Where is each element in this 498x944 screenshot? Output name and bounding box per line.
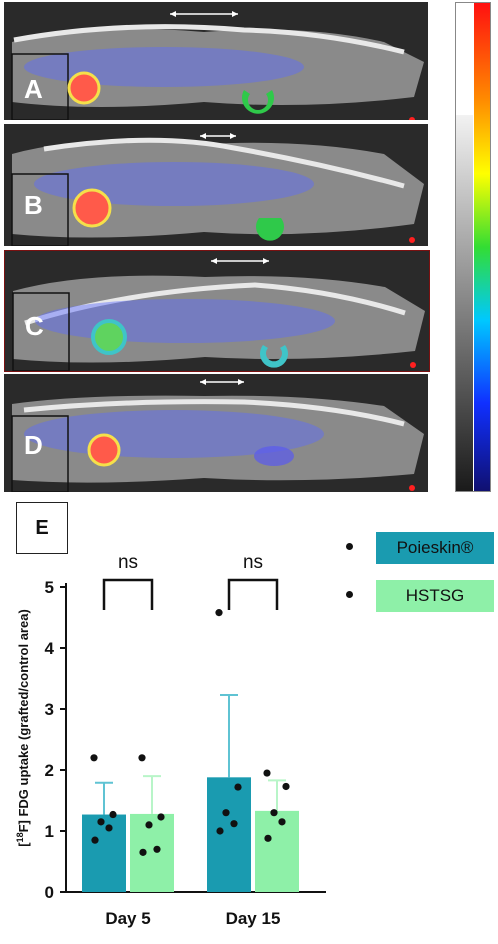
data-point — [97, 818, 105, 826]
panel-letter-d: D — [24, 430, 43, 460]
graft-c — [260, 345, 289, 368]
significance-label: ns — [243, 552, 263, 573]
panel-letter-c: C — [25, 311, 44, 341]
data-point — [105, 824, 113, 832]
data-point — [153, 845, 161, 853]
data-point — [264, 834, 272, 842]
data-point — [278, 818, 286, 826]
graft-b — [256, 218, 284, 241]
legend-dot-poieskin — [346, 543, 353, 550]
significance-bracket — [227, 578, 279, 610]
bar — [130, 813, 174, 892]
scan-panel-d: D — [4, 374, 428, 492]
panel-e-label-box: E — [16, 502, 68, 554]
legend-item-hstsg: HSTSG — [346, 580, 494, 612]
y-tick-label: 4 — [45, 639, 55, 658]
scan-panel-a: A — [4, 2, 428, 120]
data-point — [90, 754, 98, 762]
data-point — [91, 836, 99, 844]
panel-letter-b: B — [24, 190, 43, 220]
data-point — [282, 782, 290, 791]
y-tick-label: 1 — [45, 822, 54, 841]
graft-d — [254, 446, 294, 466]
scan-image-b — [11, 133, 424, 246]
data-point — [157, 813, 165, 821]
tumor-b — [72, 188, 112, 228]
y-axis-label: [18F] FDG uptake (grafted/control area) — [15, 609, 31, 847]
x-tick-label: Day 15 — [226, 909, 281, 928]
y-tick-label: 0 — [45, 883, 54, 902]
bar — [207, 777, 251, 892]
y-tick-label: 5 — [45, 578, 54, 597]
significance-label: ns — [118, 552, 138, 573]
tumor-a — [67, 71, 101, 105]
data-point — [234, 783, 242, 791]
data-point — [109, 810, 117, 819]
y-tick-label: 2 — [45, 761, 54, 780]
tumor-c — [91, 319, 127, 355]
data-point — [216, 827, 224, 835]
tumor-d — [87, 433, 121, 467]
data-point — [145, 821, 153, 829]
scan-image-d — [11, 379, 424, 492]
legend-dot-hstsg — [346, 591, 353, 598]
scan-panel-b: B — [4, 124, 428, 246]
panel-letter-a: A — [24, 74, 43, 104]
significance-bracket — [102, 578, 154, 610]
legend-item-poieskin: Poieskin® — [346, 532, 494, 564]
scan-panel-c: C — [4, 250, 430, 372]
data-point — [230, 820, 238, 828]
data-point — [222, 809, 230, 817]
data-point — [139, 848, 147, 856]
y-tick-label: 3 — [45, 700, 54, 719]
panel-e-label: E — [35, 517, 49, 539]
data-point — [270, 809, 278, 817]
legend-swatch-hstsg: HSTSG — [376, 580, 494, 612]
data-point — [215, 609, 223, 617]
legend-swatch-poieskin: Poieskin® — [376, 532, 494, 564]
scan-image-a — [11, 11, 424, 120]
data-point — [138, 754, 146, 762]
scan-image-c — [12, 258, 425, 371]
graft-a — [242, 90, 274, 114]
x-tick-label: Day 5 — [105, 909, 150, 928]
legend-label-poieskin: Poieskin® — [396, 538, 474, 557]
bar — [82, 814, 126, 892]
color-scale-bar — [455, 2, 491, 492]
bar — [255, 810, 299, 892]
data-point — [263, 769, 271, 777]
y-axis-label-sup: 18 — [15, 832, 25, 842]
y-axis-label-post: F] FDG uptake (grafted/control area) — [16, 609, 31, 832]
legend-label-hstsg: HSTSG — [405, 586, 465, 605]
y-axis-label-pre: [ — [16, 842, 31, 847]
